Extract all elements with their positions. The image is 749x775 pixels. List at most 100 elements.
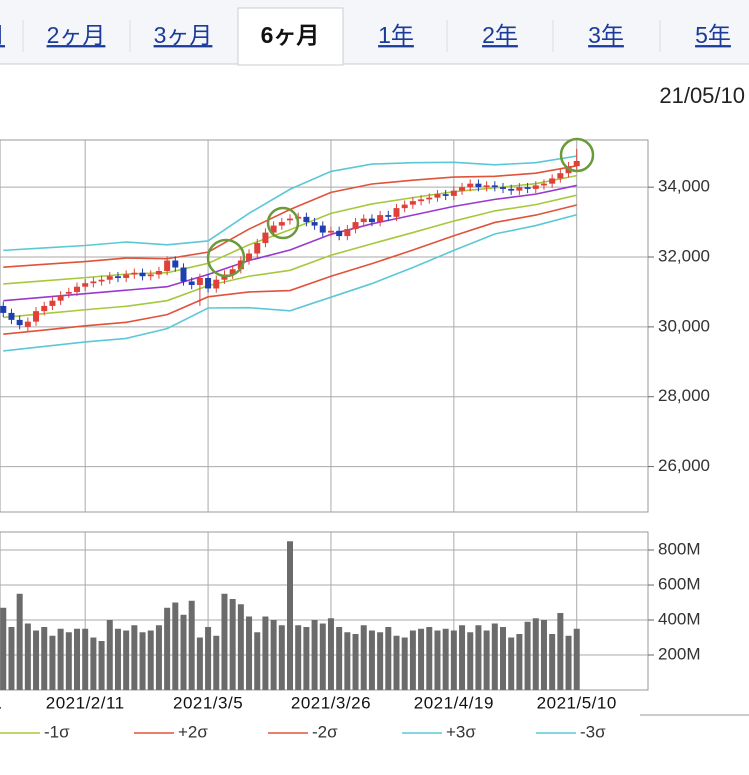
candle-body: [16, 319, 23, 326]
legend-label: -3σ: [580, 722, 606, 741]
legend-label: -2σ: [312, 722, 338, 741]
candle-body: [90, 281, 97, 284]
candle-body: [205, 277, 212, 289]
candle-body: [287, 218, 294, 221]
price-frame: [0, 139, 649, 513]
tab[interactable]: 3年: [588, 22, 624, 48]
candle-body: [188, 281, 195, 285]
candle-body: [426, 197, 433, 200]
candle-body: [409, 201, 416, 205]
volume-bar: [229, 599, 236, 690]
x-tick-label: 2021/1/21: [0, 693, 2, 712]
x-tick-label: 2021/5/10: [537, 693, 617, 712]
candle-body: [336, 230, 343, 237]
volume-bar: [409, 630, 416, 690]
candle-body: [106, 276, 113, 280]
x-tick-label: 2021/2/11: [46, 693, 125, 712]
tab[interactable]: 1ヶ月: [0, 22, 5, 48]
volume-bar: [459, 625, 466, 690]
tab[interactable]: 1年: [378, 22, 414, 48]
candle-body: [33, 311, 40, 322]
volume-bar: [114, 628, 121, 690]
candle-body: [0, 305, 7, 313]
volume-bar: [573, 628, 580, 690]
band-line: [3, 155, 577, 252]
candle-body: [57, 295, 64, 301]
y-tick-label: 32,000: [658, 246, 710, 265]
tab[interactable]: 3ヶ月: [154, 22, 213, 48]
volume-bar: [385, 627, 392, 690]
volume-bar: [16, 593, 23, 690]
volume-bar: [565, 635, 572, 690]
band-line: [3, 174, 577, 285]
y-tick-label: 34,000: [658, 177, 710, 196]
candle-body: [254, 243, 261, 254]
candle-body: [377, 215, 384, 223]
candle-body: [368, 218, 375, 223]
y-tick-label: 30,000: [658, 316, 710, 335]
candle-body: [246, 253, 253, 261]
candle-body: [147, 274, 154, 277]
candle-body: [270, 225, 277, 233]
volume-bar: [319, 623, 326, 690]
tab[interactable]: 5年: [695, 22, 731, 48]
candle-body: [483, 185, 490, 188]
candle-body: [172, 260, 179, 268]
candle-body: [393, 208, 400, 217]
candle-body: [319, 225, 326, 233]
volume-bar: [123, 630, 130, 690]
volume-bar: [172, 602, 179, 690]
volume-bar: [508, 637, 515, 690]
candle-body: [508, 188, 515, 191]
candle-body: [131, 272, 138, 275]
volume-bar: [98, 641, 105, 690]
candle-body: [491, 185, 498, 188]
date: 21/05/10: [659, 83, 745, 108]
volume-bar: [368, 630, 375, 690]
volume-bar: [8, 627, 15, 690]
volume-bar: [532, 618, 539, 690]
candle-body: [82, 283, 89, 287]
highlight-circle: [266, 206, 300, 240]
candle-body: [262, 232, 269, 244]
candle-body: [237, 260, 244, 270]
candle-body: [164, 260, 171, 271]
volume-bar: [41, 627, 48, 690]
y-tick-label: 800M: [658, 540, 701, 559]
tab[interactable]: 2年: [482, 22, 518, 48]
volume-bar: [180, 614, 187, 690]
tab[interactable]: 6ヶ月: [261, 22, 320, 48]
volume-bar: [155, 625, 162, 690]
candle-body: [434, 194, 441, 198]
y-tick-label: 26,000: [658, 456, 710, 475]
legend-label: +2σ: [178, 722, 208, 741]
volume-bar: [139, 632, 146, 690]
volume-bar: [246, 616, 253, 690]
volume-bar: [303, 627, 310, 690]
volume-bar: [24, 623, 31, 690]
highlight-circles: [206, 137, 595, 278]
volume-bar: [491, 623, 498, 690]
x-tick-label: 2021/3/5: [173, 693, 243, 712]
volume-bar: [418, 628, 425, 690]
volume-bar: [524, 621, 531, 690]
candle-body: [49, 300, 56, 306]
tab[interactable]: 2ヶ月: [47, 22, 106, 48]
candle-body: [229, 269, 236, 275]
volume-bar: [540, 620, 547, 690]
volume-bar: [450, 630, 457, 690]
candle-body: [573, 160, 580, 167]
volume-bar: [33, 630, 40, 690]
candle-body: [401, 204, 408, 209]
volume-bar: [82, 628, 89, 690]
candle-body: [549, 178, 556, 184]
volume-bar: [147, 630, 154, 690]
volume-bar: [237, 604, 244, 690]
candle-body: [65, 291, 72, 294]
candle-body: [139, 272, 146, 277]
volume-bar: [254, 632, 261, 690]
volume-bar: [205, 627, 212, 690]
volume-bar: [442, 628, 449, 690]
volume-bar: [557, 613, 564, 690]
active-tab[interactable]: [237, 7, 344, 66]
